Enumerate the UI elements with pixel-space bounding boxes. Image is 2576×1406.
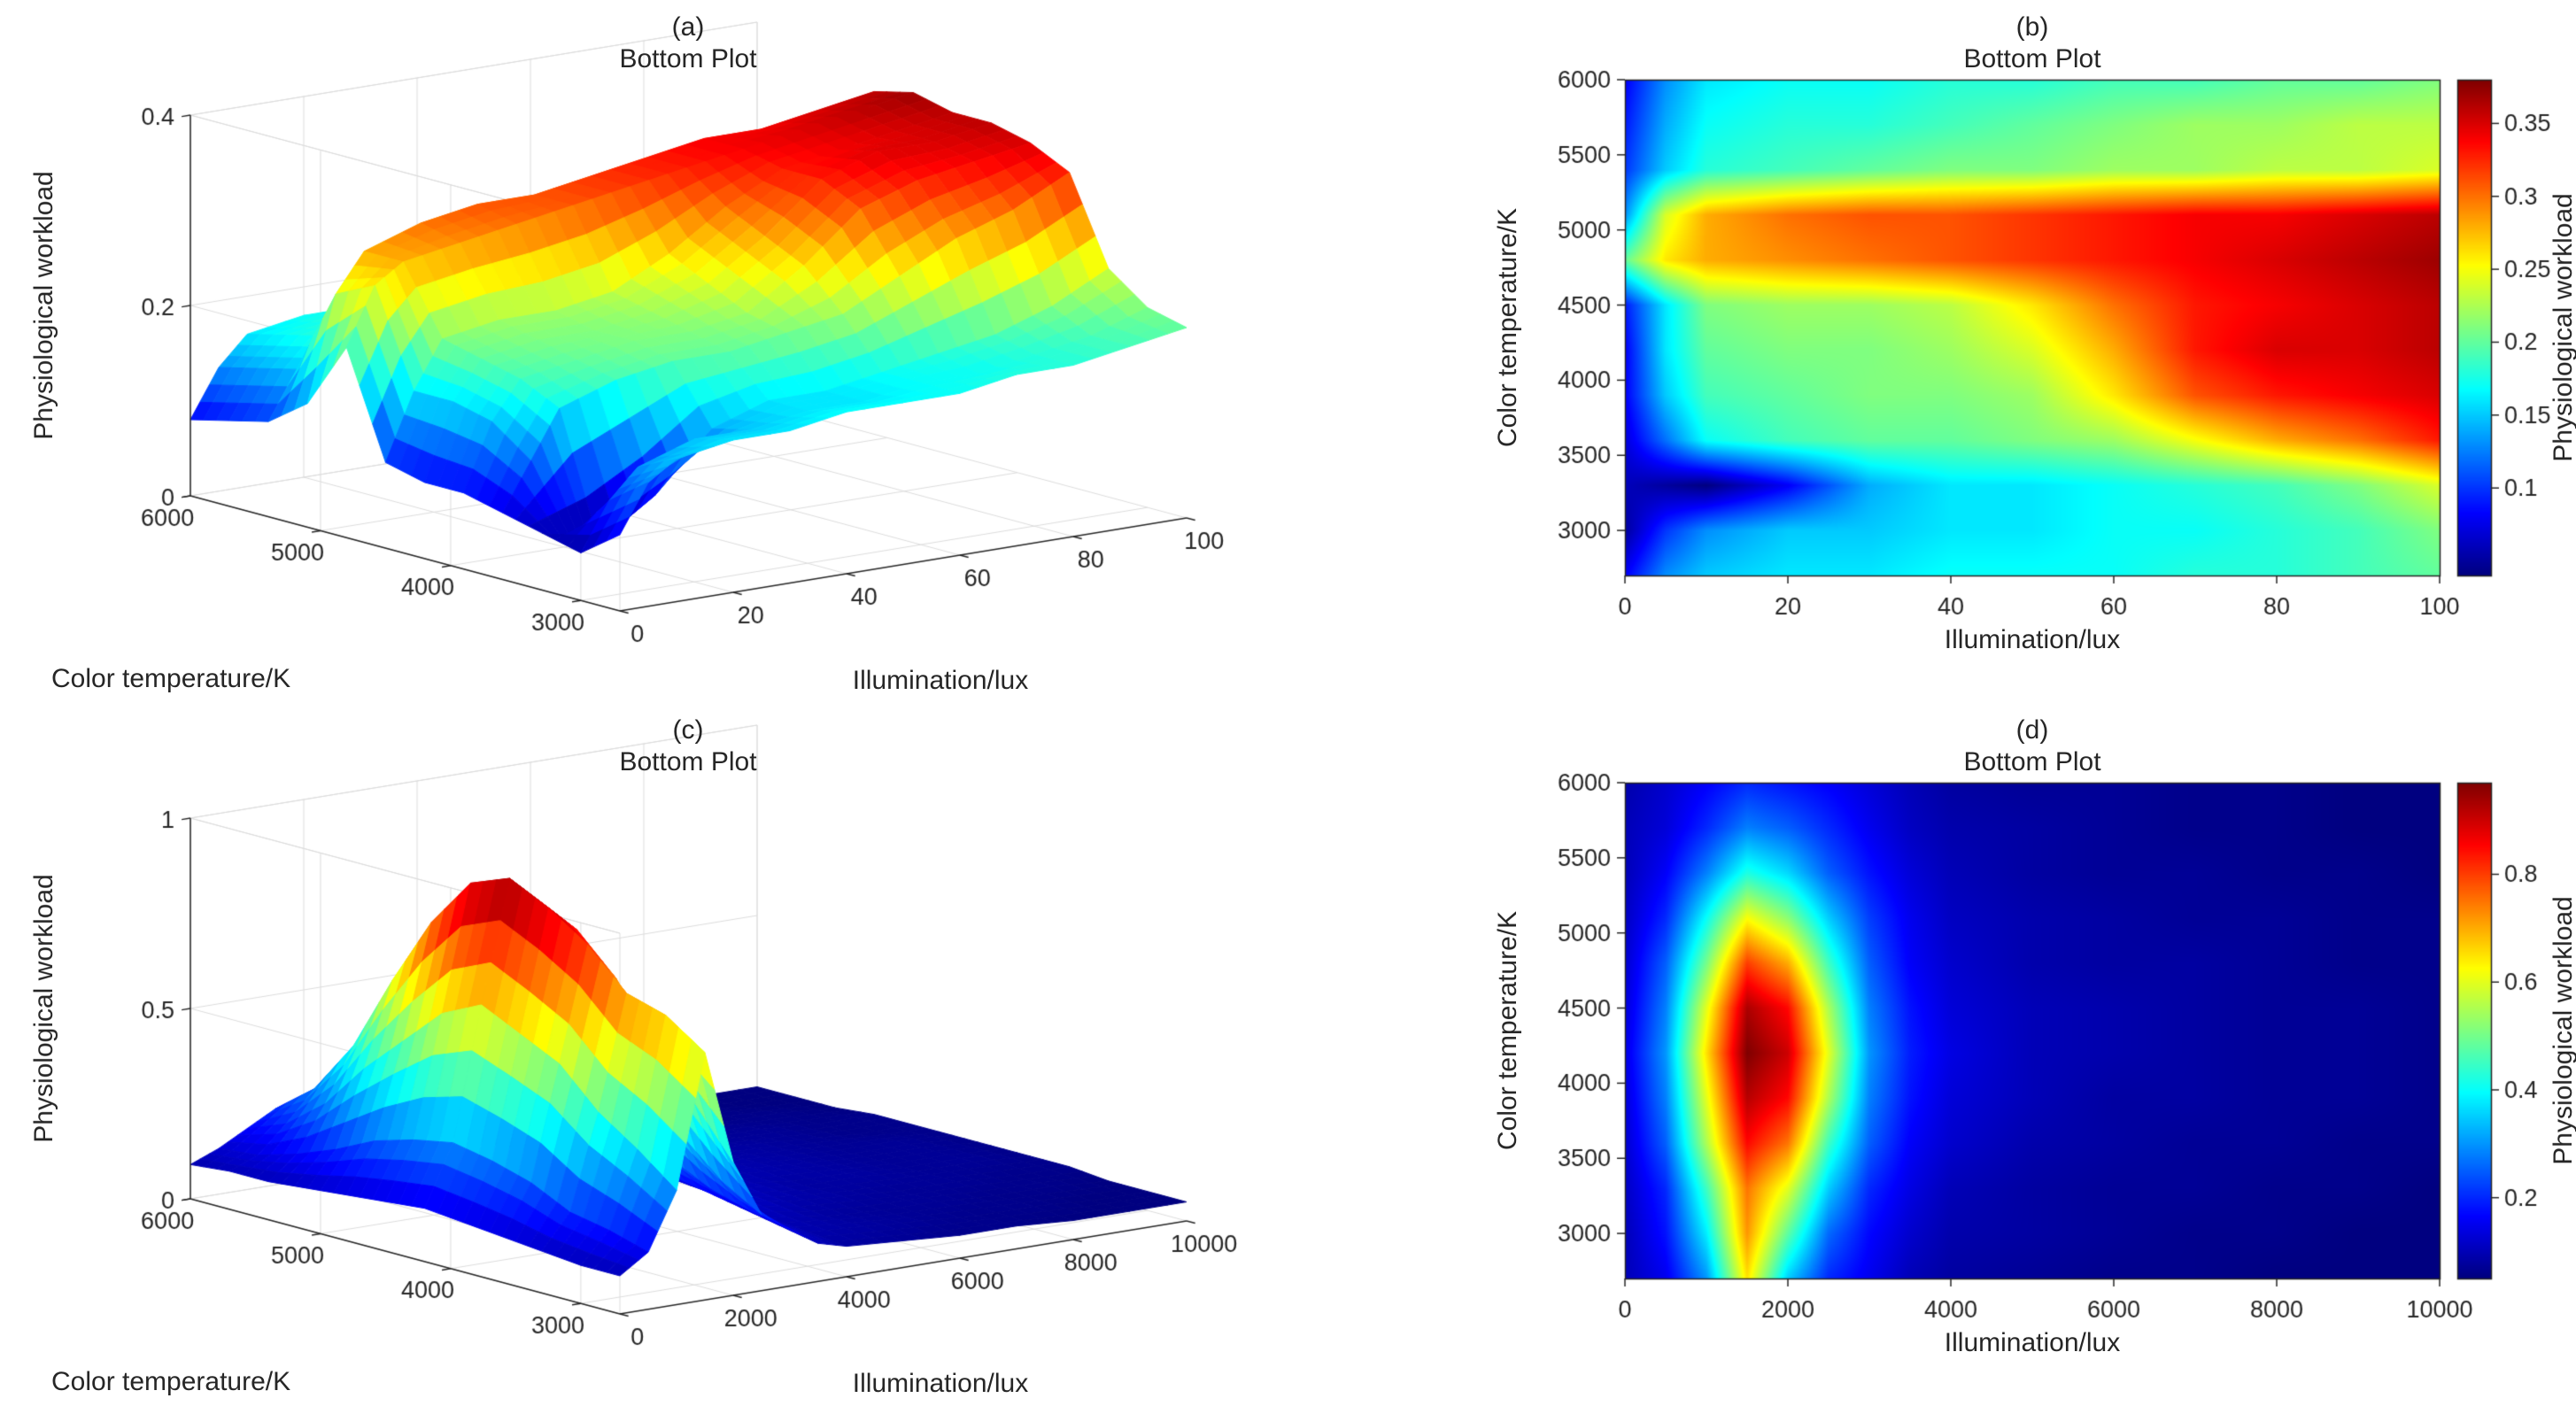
panel-b: (b) Bottom Plot Color temperature/K Illu… (1288, 0, 2576, 703)
panel-d-x-axis-label: Illumination/lux (1944, 1328, 2121, 1357)
panel-a-x-axis-label: Illumination/lux (852, 666, 1029, 695)
heatmap-d-canvas (1288, 703, 2576, 1406)
panel-d-colorbar-label: Physiological workload (2549, 896, 2576, 1165)
surface-plot-a-canvas (0, 0, 1288, 703)
panel-b-title: Bottom Plot (1963, 44, 2101, 73)
panel-c-y-axis-label: Color temperature/K (51, 1367, 291, 1396)
panel-a-z-axis-label: Physiological workload (29, 171, 58, 440)
panel-d: (d) Bottom Plot Color temperature/K Illu… (1288, 703, 2576, 1406)
panel-d-title: Bottom Plot (1963, 747, 2101, 776)
panel-c: (c) Bottom Plot Physiological workload C… (0, 703, 1288, 1406)
panel-a-index-label: (a) (671, 12, 705, 42)
heatmap-b-canvas (1288, 0, 2576, 703)
panel-b-y-axis-label: Color temperature/K (1493, 207, 1522, 448)
panel-c-title: Bottom Plot (619, 747, 757, 776)
panel-c-z-axis-label: Physiological workload (29, 874, 58, 1143)
panel-b-index-label: (b) (2015, 12, 2049, 42)
panel-a-title: Bottom Plot (619, 44, 757, 73)
surface-plot-c-canvas (0, 703, 1288, 1406)
panel-b-x-axis-label: Illumination/lux (1944, 625, 2121, 654)
panel-c-index-label: (c) (672, 715, 704, 745)
panel-d-index-label: (d) (2015, 715, 2049, 745)
panel-a: (a) Bottom Plot Physiological workload C… (0, 0, 1288, 703)
panel-a-y-axis-label: Color temperature/K (51, 664, 291, 693)
panel-b-colorbar-label: Physiological workload (2549, 193, 2576, 462)
panel-d-y-axis-label: Color temperature/K (1493, 910, 1522, 1151)
panel-c-x-axis-label: Illumination/lux (852, 1369, 1029, 1398)
